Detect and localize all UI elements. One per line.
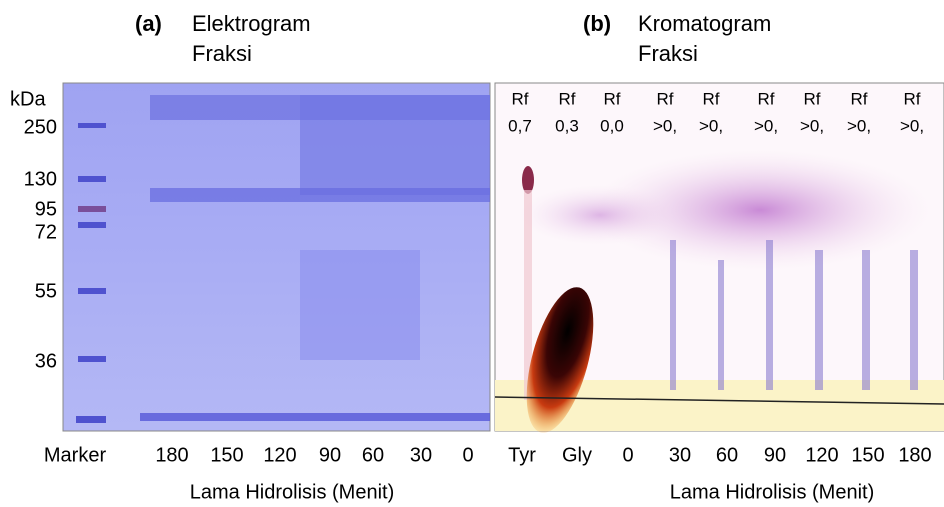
rf-label: Rf — [804, 89, 821, 108]
rf-label: Rf — [559, 89, 576, 108]
lane-label: 0 — [622, 444, 633, 466]
rf-label: Rf — [604, 89, 621, 108]
marker-label: 250 — [24, 116, 57, 138]
rf-label: Rf — [512, 89, 529, 108]
rf-label: Rf — [758, 89, 775, 108]
lane-label: 60 — [362, 444, 384, 466]
panel-title: Elektrogram — [192, 11, 311, 36]
rf-label: Rf — [703, 89, 720, 108]
marker-label: 130 — [24, 168, 57, 190]
lane-label: 30 — [669, 444, 691, 466]
lane-label: 180 — [155, 444, 188, 466]
lane-label: 150 — [851, 444, 884, 466]
lane-label: Tyr — [508, 444, 536, 466]
marker-label: 95 — [35, 198, 57, 220]
panel-title: Kromatogram — [638, 11, 771, 36]
tlc-image — [494, 82, 944, 433]
lane-label: 150 — [210, 444, 243, 466]
lane-label: Marker — [44, 444, 107, 466]
rf-label: >0, — [653, 116, 677, 135]
rf-label: 0,3 — [555, 116, 579, 135]
marker-label: 55 — [35, 280, 57, 302]
rf-label: >0, — [900, 116, 924, 135]
lane-label: 120 — [263, 444, 296, 466]
gel-image — [62, 82, 491, 432]
lane-label: 120 — [805, 444, 838, 466]
rf-label: >0, — [754, 116, 778, 135]
lane-label: 30 — [410, 444, 432, 466]
marker-label: 36 — [35, 350, 57, 372]
lane-label: 90 — [764, 444, 786, 466]
rf-label: >0, — [699, 116, 723, 135]
lane-label: 180 — [898, 444, 931, 466]
rf-label: Rf — [657, 89, 674, 108]
axis-title: Lama Hidrolisis (Menit) — [190, 481, 395, 503]
panel-tag: (b) — [583, 11, 611, 36]
axis-title: Lama Hidrolisis (Menit) — [670, 481, 875, 503]
lane-label: 90 — [319, 444, 341, 466]
rf-label: 0,0 — [600, 116, 624, 135]
lane-label: 60 — [716, 444, 738, 466]
rf-label: >0, — [800, 116, 824, 135]
panel-title: Fraksi — [638, 41, 698, 66]
panel-title: Fraksi — [192, 41, 252, 66]
unit-label: kDa — [10, 88, 46, 110]
rf-label: Rf — [851, 89, 868, 108]
lane-label: Gly — [562, 444, 592, 466]
rf-label: >0, — [847, 116, 871, 135]
rf-label: Rf — [904, 89, 921, 108]
marker-label: 72 — [35, 221, 57, 243]
rf-label: 0,7 — [508, 116, 532, 135]
lane-label: 0 — [462, 444, 473, 466]
panel-tag: (a) — [135, 11, 162, 36]
